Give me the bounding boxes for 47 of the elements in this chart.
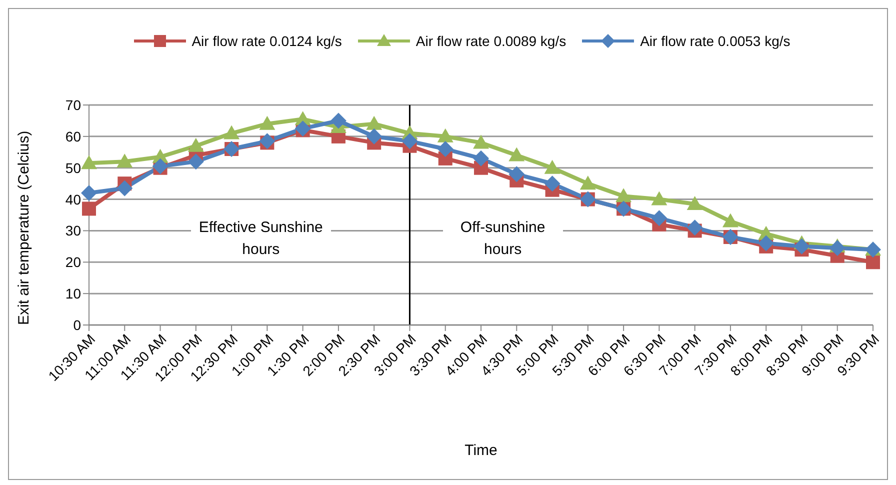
point — [473, 134, 489, 149]
point — [473, 150, 489, 166]
point — [366, 128, 382, 144]
point — [829, 240, 846, 256]
legend-label: Air flow rate 0.0053 kg/s — [640, 33, 790, 49]
point — [437, 141, 454, 157]
point — [188, 138, 204, 152]
point — [82, 202, 96, 216]
point — [722, 213, 738, 228]
point — [330, 112, 346, 129]
y-tick-label: 10 — [65, 286, 82, 302]
legend-label: Air flow rate 0.0089 kg/s — [416, 33, 566, 49]
y-tick-label: 0 — [73, 316, 82, 333]
point — [508, 147, 525, 162]
y-tick-label: 70 — [65, 96, 82, 113]
point — [580, 176, 596, 190]
point — [794, 238, 810, 254]
annotation: Off-sunshine hours — [442, 217, 563, 262]
point — [866, 255, 880, 270]
point — [81, 185, 97, 201]
point — [116, 154, 133, 168]
y-tick-label: 50 — [65, 160, 82, 176]
y-tick-label: 30 — [65, 222, 82, 239]
x-axis-title: Time — [464, 442, 498, 459]
point — [81, 155, 97, 170]
annotation: Effective Sunshine hours — [190, 217, 331, 262]
y-tick-label: 40 — [65, 191, 82, 208]
point — [224, 125, 240, 140]
legend-label: Air flow rate 0.0124 kg/s — [192, 33, 342, 49]
point — [544, 176, 560, 192]
point — [616, 188, 632, 202]
point — [116, 180, 133, 196]
y-tick-label: 20 — [65, 254, 82, 270]
point — [686, 220, 703, 236]
point — [544, 160, 560, 174]
point — [366, 116, 382, 130]
point — [188, 154, 204, 170]
y-tick-label: 60 — [65, 128, 82, 144]
point — [437, 128, 454, 142]
point — [651, 210, 668, 226]
point — [508, 166, 525, 182]
point — [402, 133, 418, 150]
point — [651, 191, 668, 206]
point — [686, 196, 703, 210]
y-axis-title: Exit air temperature (Celcius) — [15, 130, 32, 325]
point — [259, 116, 276, 130]
point — [758, 235, 774, 252]
